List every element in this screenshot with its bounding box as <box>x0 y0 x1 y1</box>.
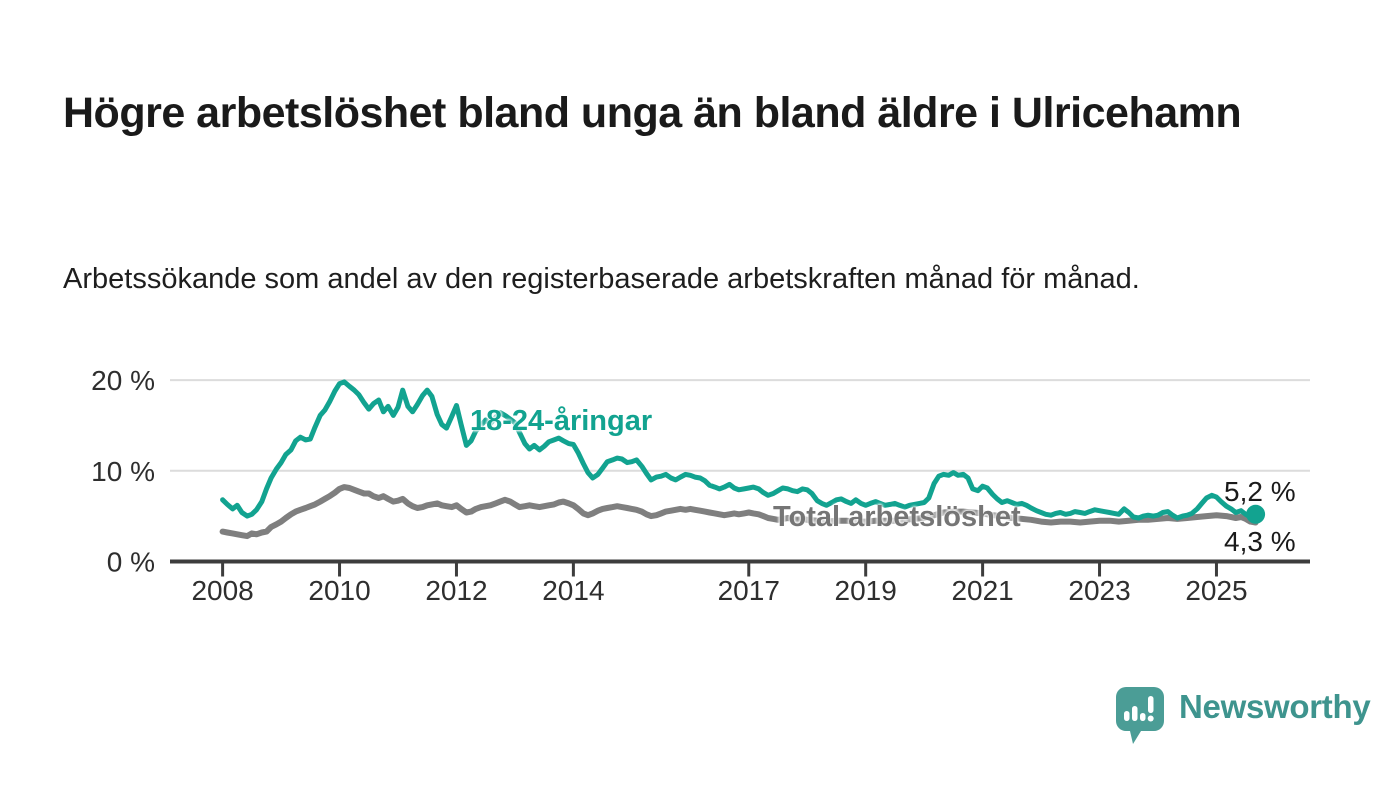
x-tick-label-2008: 2008 <box>191 575 253 606</box>
x-tick-label-2023: 2023 <box>1068 575 1130 606</box>
x-tick-label-2021: 2021 <box>951 575 1013 606</box>
x-tick-label-2014: 2014 <box>542 575 604 606</box>
newsworthy-logo: Newsworthy <box>1115 686 1371 746</box>
series-line-total-arbetslöshet <box>219 484 1259 540</box>
y-tick-label-10: 10 % <box>91 456 155 487</box>
exclamation-dot <box>1147 715 1154 722</box>
end-value-young: 5,2 % <box>1224 476 1296 507</box>
series-label-young: 18-24-åringar <box>470 405 653 437</box>
bar-medium <box>1140 713 1146 721</box>
series-end-dot <box>1246 504 1266 524</box>
newsworthy-bubble-chart-icon <box>1116 687 1164 744</box>
bar-tall <box>1132 706 1138 721</box>
y-tick-label-0: 0 % <box>107 547 155 578</box>
bubble-shape <box>1116 687 1164 744</box>
x-tick-label-2017: 2017 <box>718 575 780 606</box>
exclamation-bar <box>1148 696 1154 713</box>
page-title: Högre arbetslöshet bland unga än bland ä… <box>63 88 1242 137</box>
brand-name: Newsworthy <box>1179 688 1371 725</box>
x-tick-label-2019: 2019 <box>835 575 897 606</box>
end-value-total: 4,3 % <box>1224 526 1296 557</box>
x-tick-label-2025: 2025 <box>1185 575 1247 606</box>
page-subtitle: Arbetssökande som andel av den registerb… <box>63 263 1140 295</box>
x-tick-label-2012: 2012 <box>425 575 487 606</box>
bar-small <box>1124 711 1130 721</box>
x-tick-label-2010: 2010 <box>308 575 370 606</box>
series-label-total: Total arbetslöshet <box>773 501 1021 533</box>
series-line-18-24-åringar <box>220 379 1259 521</box>
y-tick-label-20: 20 % <box>91 365 155 396</box>
